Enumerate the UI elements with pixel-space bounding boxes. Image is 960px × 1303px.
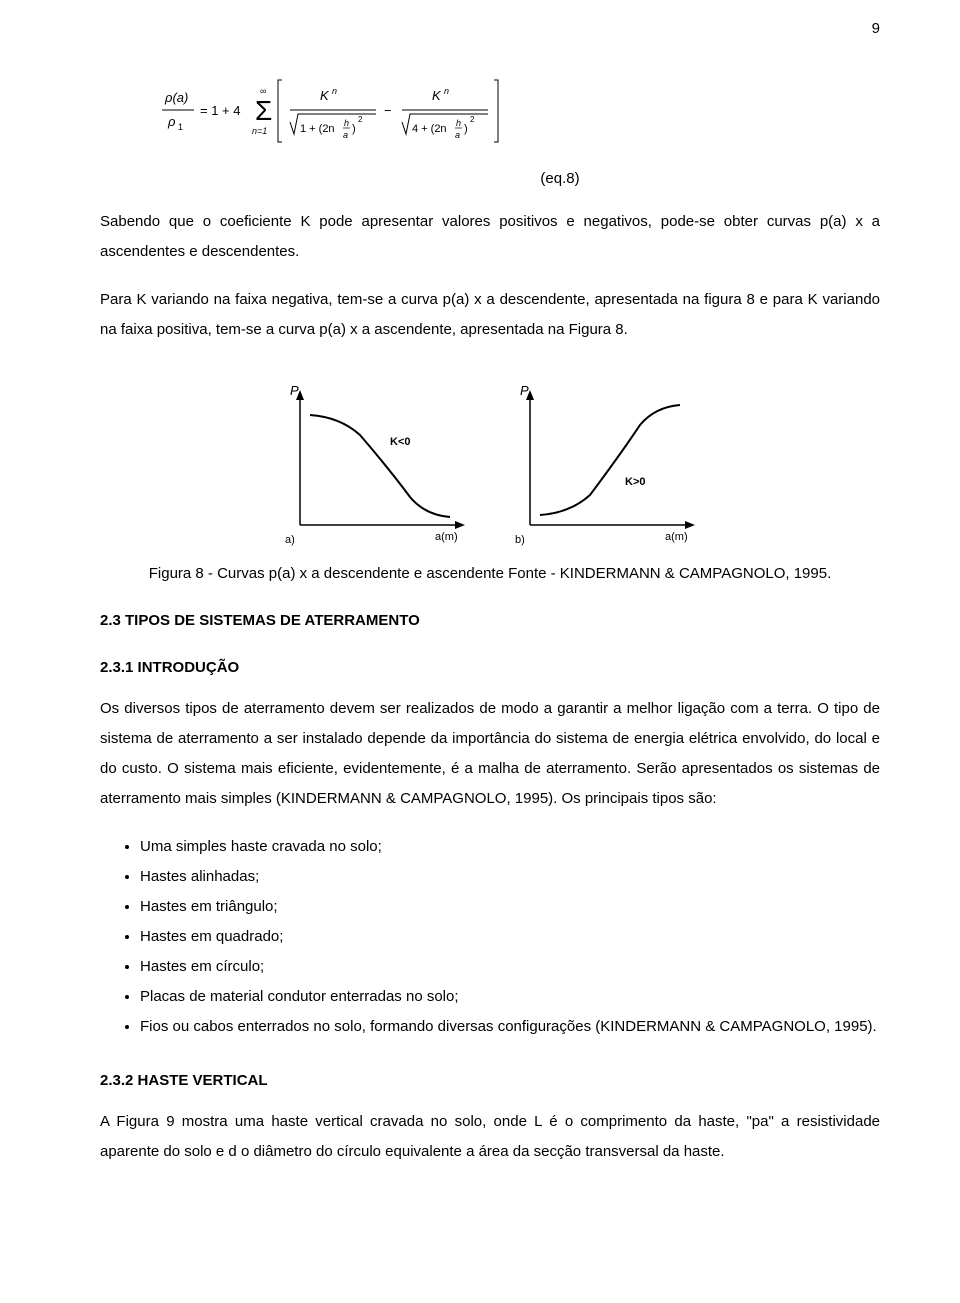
heading-2-3-2: 2.3.2 HASTE VERTICAL <box>100 1072 880 1089</box>
fig8-left-label: K<0 <box>390 436 411 448</box>
list-item: Placas de material condutor enterradas n… <box>140 982 880 1012</box>
svg-text:ρ: ρ <box>167 114 176 129</box>
list-item: Hastes em triângulo; <box>140 892 880 922</box>
paragraph-2: Para K variando na faixa negativa, tem-s… <box>100 285 880 345</box>
svg-text:): ) <box>464 123 468 135</box>
svg-text:a: a <box>455 130 460 140</box>
svg-text:1: 1 <box>178 122 183 132</box>
page: 9 ρ(a) ρ 1 = 1 + 4 ∞ Σ n=1 K n 1 + (2n h… <box>0 0 960 1245</box>
fig8-left-sub: a) <box>285 534 295 546</box>
svg-text:4 + (2n: 4 + (2n <box>412 123 447 135</box>
paragraph-3: Os diversos tipos de aterramento devem s… <box>100 694 880 814</box>
fig8-left-x: a(m) <box>435 531 458 543</box>
svg-text:K: K <box>432 88 442 103</box>
fig8-right-y: P <box>520 383 529 398</box>
svg-text:Σ: Σ <box>255 95 272 126</box>
svg-text:n: n <box>444 86 449 96</box>
svg-text:1 + (2n: 1 + (2n <box>300 123 335 135</box>
heading-2-3-1-text: 2.3.1 INTRODUÇÃO <box>100 659 239 676</box>
fig8-right-x: a(m) <box>665 531 688 543</box>
figure-8-caption: Figura 8 - Curvas p(a) x a descendente e… <box>100 565 880 582</box>
svg-text:−: − <box>384 103 392 118</box>
equation-svg: ρ(a) ρ 1 = 1 + 4 ∞ Σ n=1 K n 1 + (2n h a… <box>160 60 520 160</box>
paragraph-1: Sabendo que o coeficiente K pode apresen… <box>100 207 880 267</box>
list-item: Fios ou cabos enterrados no solo, forman… <box>140 1012 880 1042</box>
svg-text:a: a <box>343 130 348 140</box>
heading-2-3: 2.3 TIPOS DE SISTEMAS DE ATERRAMENTO <box>100 612 880 629</box>
list-item: Hastes em quadrado; <box>140 922 880 952</box>
svg-text:= 1 + 4: = 1 + 4 <box>200 103 240 118</box>
svg-text:2: 2 <box>470 115 475 124</box>
svg-text:n: n <box>332 86 337 96</box>
figure-8-svg: P a(m) K<0 a) P a(m) K>0 <box>260 375 720 555</box>
list-item: Hastes alinhadas; <box>140 862 880 892</box>
fig8-left-y: P <box>290 383 299 398</box>
list-item: Uma simples haste cravada no solo; <box>140 832 880 862</box>
svg-text:2: 2 <box>358 115 363 124</box>
fig8-right-sub: b) <box>515 534 525 546</box>
fig8-right-label: K>0 <box>625 476 646 488</box>
equation-label: (eq.8) <box>240 170 880 187</box>
list-item: Hastes em círculo; <box>140 952 880 982</box>
svg-text:): ) <box>352 123 356 135</box>
bullet-list: Uma simples haste cravada no solo; Haste… <box>100 832 880 1042</box>
svg-text:ρ(a): ρ(a) <box>164 90 188 105</box>
heading-2-3-text: 2.3 TIPOS DE SISTEMAS DE ATERRAMENTO <box>100 612 420 629</box>
equation-8: ρ(a) ρ 1 = 1 + 4 ∞ Σ n=1 K n 1 + (2n h a… <box>160 60 880 160</box>
figure-8: P a(m) K<0 a) P a(m) K>0 <box>100 375 880 555</box>
svg-text:h: h <box>456 118 461 128</box>
page-number: 9 <box>872 20 880 37</box>
svg-text:K: K <box>320 88 330 103</box>
svg-text:h: h <box>344 118 349 128</box>
paragraph-4: A Figura 9 mostra uma haste vertical cra… <box>100 1107 880 1167</box>
svg-text:n=1: n=1 <box>252 126 267 136</box>
heading-2-3-1: 2.3.1 INTRODUÇÃO <box>100 659 880 676</box>
heading-2-3-2-text: 2.3.2 HASTE VERTICAL <box>100 1072 268 1089</box>
